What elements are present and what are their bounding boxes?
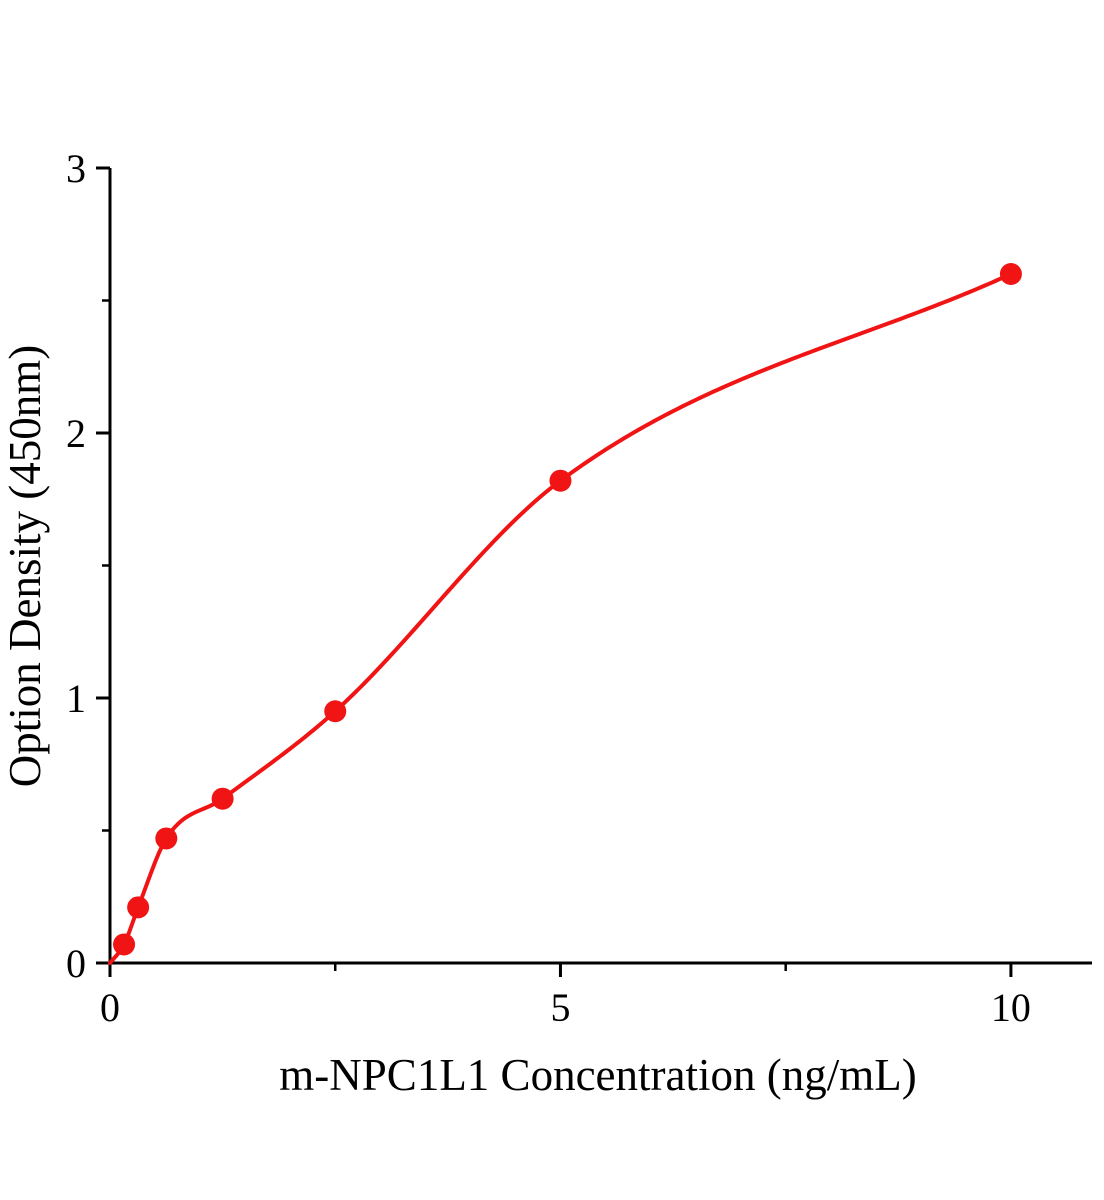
x-tick-label: 0	[100, 985, 120, 1030]
data-point	[155, 827, 178, 850]
x-axis-title: m-NPC1L1 Concentration (ng/mL)	[279, 1050, 916, 1100]
y-tick-label: 0	[66, 941, 86, 986]
data-point	[211, 787, 234, 810]
data-point	[549, 469, 572, 492]
fit-curve	[108, 272, 1013, 965]
x-tick-label: 10	[991, 985, 1031, 1030]
data-series	[108, 263, 1022, 965]
y-tick-label: 3	[66, 146, 86, 191]
y-axis-title: Option Density (450nm)	[0, 345, 50, 787]
axis-frame	[108, 168, 1092, 965]
x-tick-label: 5	[550, 985, 570, 1030]
axes: 0 5 10 0 1 2 3	[66, 146, 1092, 1030]
data-point	[324, 700, 347, 723]
data-point	[999, 263, 1022, 285]
y-tick-label: 2	[66, 411, 86, 456]
data-point	[113, 933, 136, 956]
y-tick-label: 1	[66, 676, 86, 721]
data-point	[127, 896, 150, 919]
